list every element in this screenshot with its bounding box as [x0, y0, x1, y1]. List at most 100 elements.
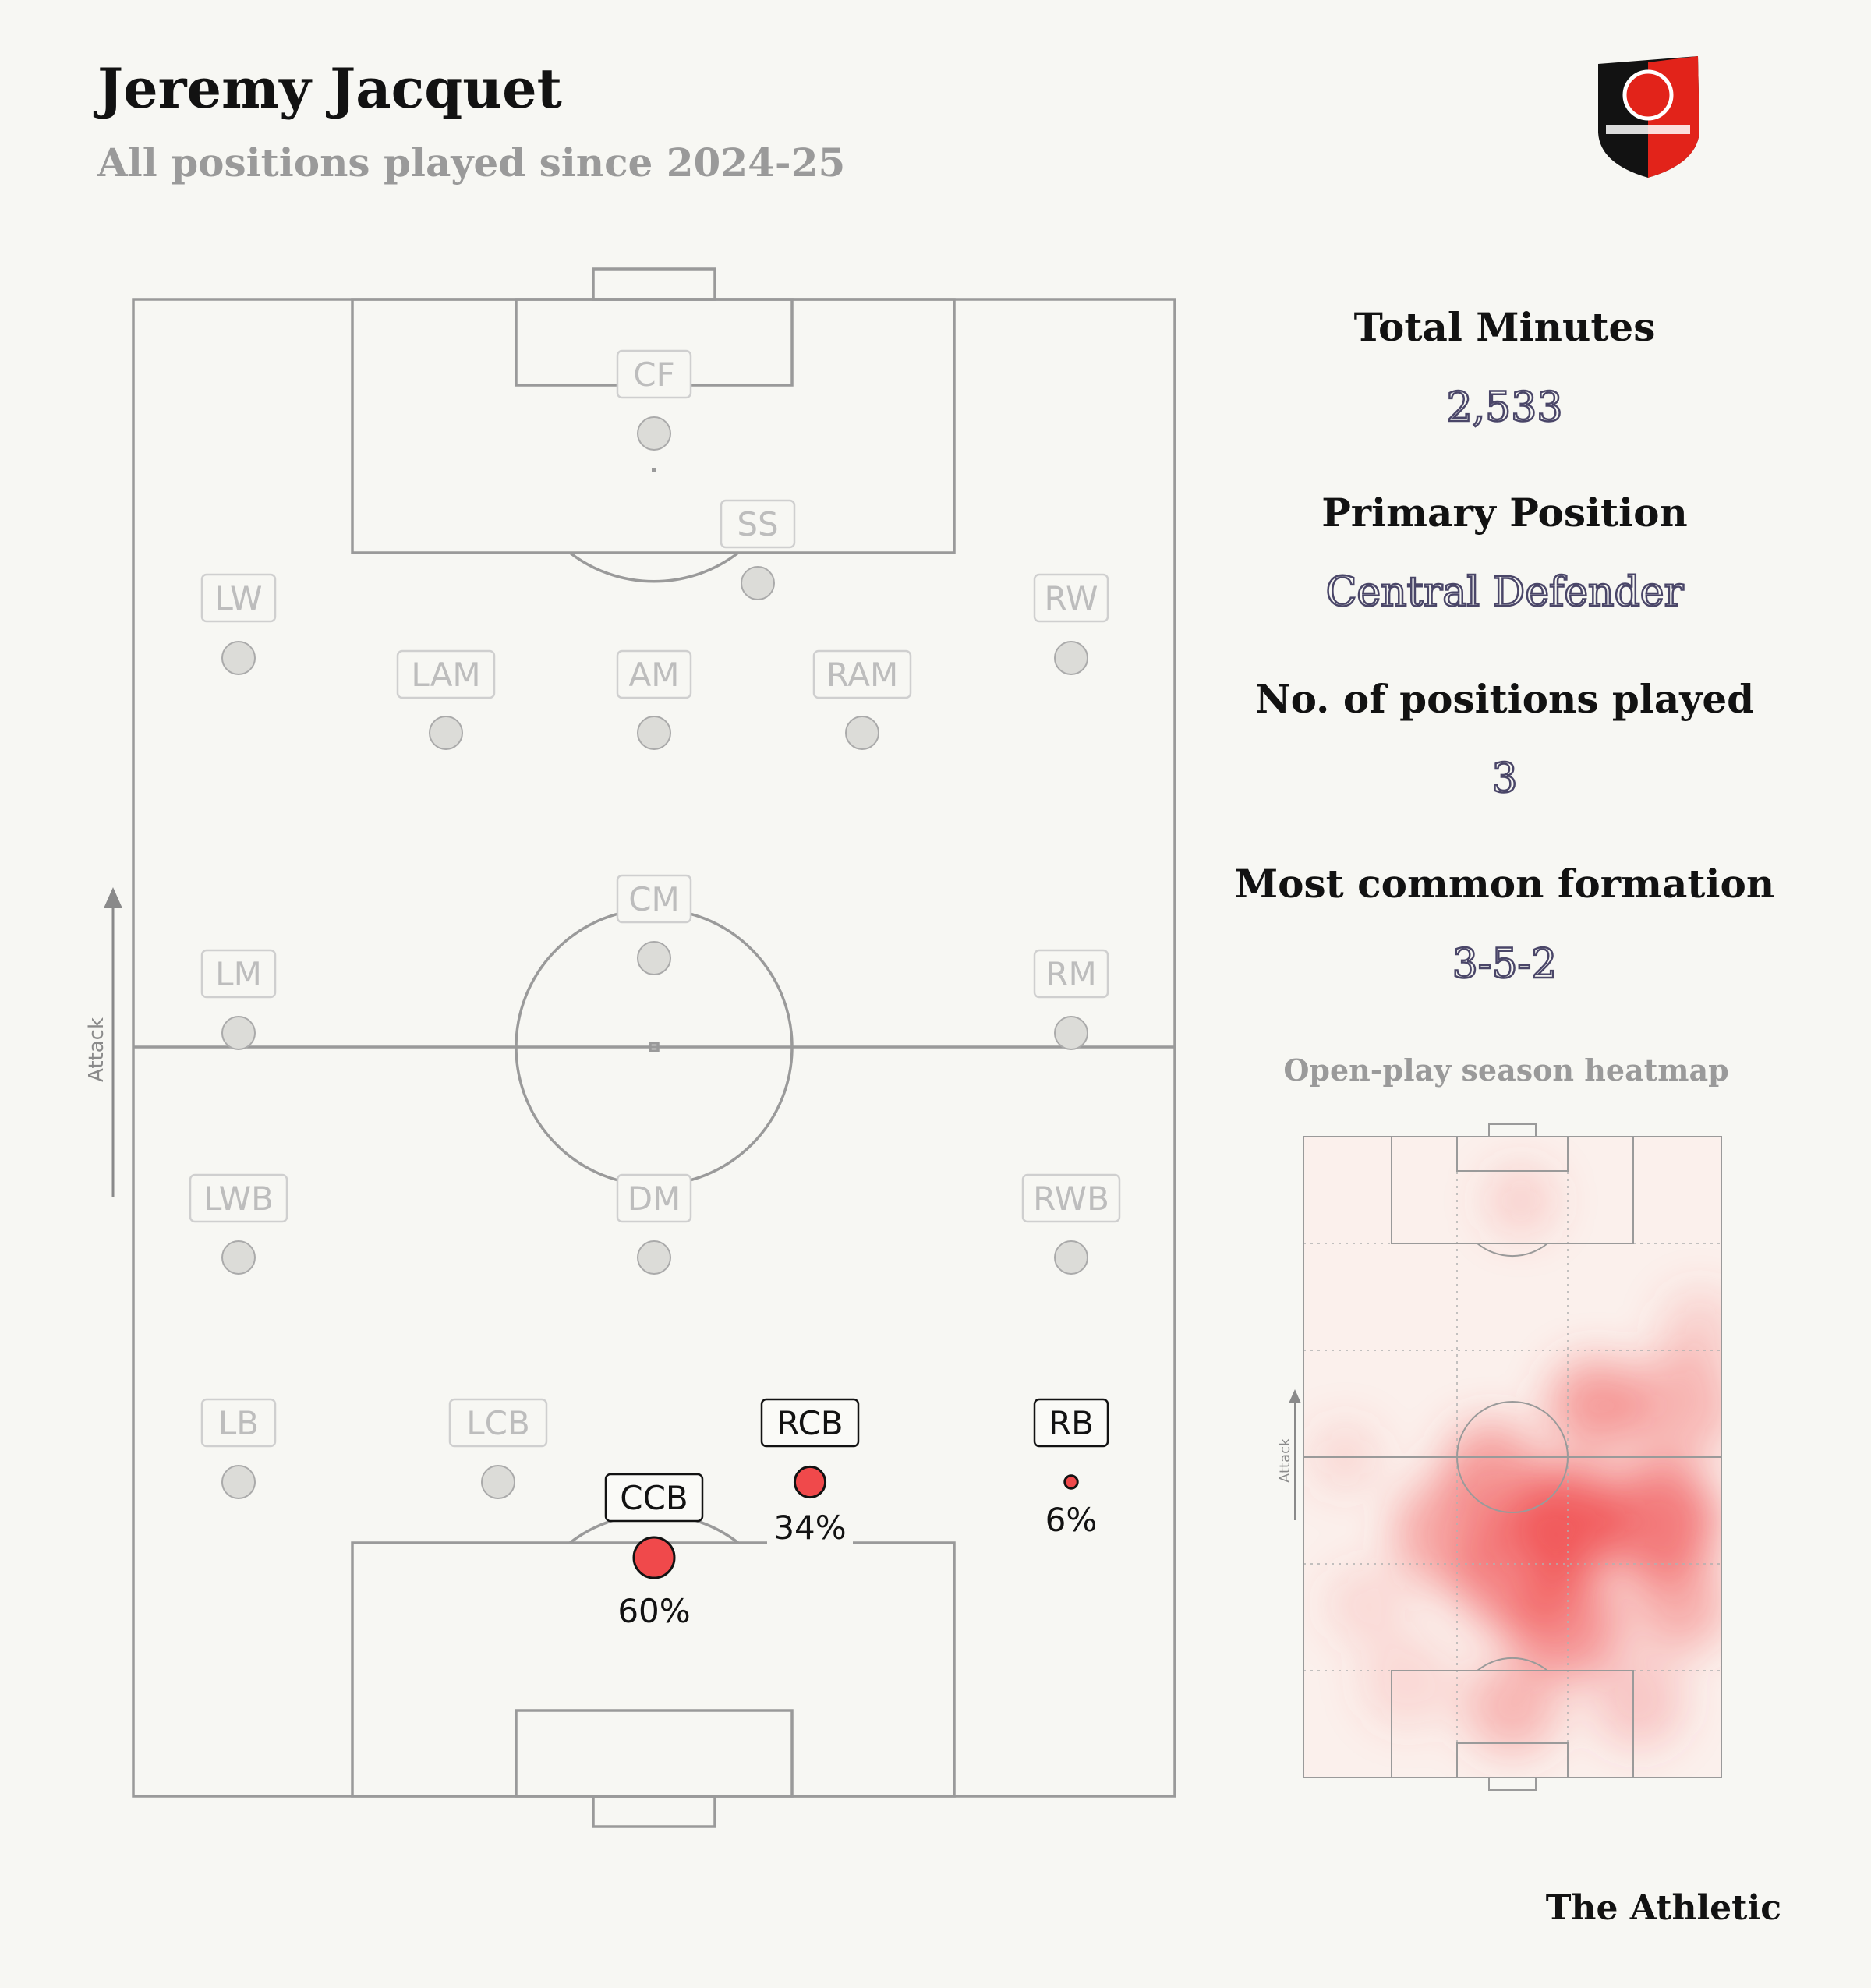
position-label-box: [616, 1173, 692, 1223]
position-dot: [221, 641, 256, 675]
position-label: CM: [628, 880, 680, 918]
position-label: LWB: [203, 1180, 274, 1218]
position-dot: [637, 941, 671, 975]
position-label-box: [200, 573, 277, 623]
position-cf: CF: [616, 349, 692, 451]
heatmap-blob: [1466, 1660, 1559, 1754]
position-label: RAM: [826, 656, 898, 694]
position-dot: [1054, 641, 1088, 675]
position-label: SS: [737, 505, 778, 543]
position-lw: LW: [200, 573, 277, 675]
positions-count-label: No. of positions played: [1255, 676, 1754, 722]
position-dot: [1054, 1240, 1088, 1275]
position-dot: [741, 566, 775, 600]
position-dot: [221, 1240, 256, 1275]
position-lwb: LWB: [189, 1173, 288, 1275]
position-ccb: CCB 60%: [604, 1473, 704, 1630]
position-lcb: LCB: [448, 1398, 548, 1499]
position-label-box: [200, 949, 277, 999]
club-crest-icon: [1598, 56, 1699, 178]
position-label-box: [200, 1398, 277, 1448]
position-rb: RB 6%: [1033, 1398, 1109, 1539]
position-cm: CM: [616, 874, 692, 975]
heatmap-blob: [1327, 1565, 1406, 1644]
heatmap-blob: [1632, 1558, 1721, 1652]
position-label-box: [189, 1173, 288, 1223]
position-label-box: [720, 499, 796, 549]
heatmap: Attack: [1277, 1123, 1722, 1791]
position-percentage: 34%: [773, 1509, 846, 1547]
heatmap-blob: [1512, 1569, 1622, 1678]
position-label-box: [396, 649, 496, 699]
position-lam: LAM: [396, 649, 496, 750]
position-dot: [221, 1465, 256, 1499]
formation-label: Most common formation: [1235, 861, 1774, 907]
position-dot: [429, 716, 463, 750]
position-label-box: [1033, 1398, 1109, 1448]
position-dot: [1054, 1016, 1088, 1050]
position-label-box: [760, 1398, 860, 1448]
page-subtitle: All positions played since 2024-25: [97, 140, 845, 186]
position-label: RW: [1044, 579, 1098, 617]
position-label-box: [604, 1473, 704, 1523]
position-ram: RAM: [812, 649, 912, 750]
position-lm: LM: [200, 949, 277, 1050]
primary-position-value: Central Defender: [1326, 569, 1684, 616]
position-label: RCB: [776, 1404, 843, 1442]
position-label: LW: [214, 579, 262, 617]
position-label: LB: [218, 1404, 259, 1442]
position-label: RM: [1045, 955, 1096, 993]
position-dot: [637, 1240, 671, 1275]
position-dot: [793, 1465, 827, 1499]
heatmap-title: Open-play season heatmap: [1283, 1052, 1728, 1088]
position-label: CCB: [620, 1479, 688, 1517]
position-dot: [637, 716, 671, 750]
position-dot: [632, 1536, 676, 1579]
position-label-box: [1033, 573, 1109, 623]
position-label: LAM: [411, 656, 480, 694]
position-dot: [637, 416, 671, 451]
position-label: RB: [1049, 1404, 1094, 1442]
position-label: RWB: [1033, 1180, 1109, 1218]
position-ss: SS: [720, 499, 796, 600]
heatmap-attack-label: Attack: [1277, 1438, 1293, 1483]
total-minutes-value: 2,533: [1447, 384, 1563, 431]
position-dot: [481, 1465, 515, 1499]
heatmap-blob: [1361, 1634, 1455, 1728]
heatmap-blob: [1549, 1359, 1643, 1453]
position-label: LM: [215, 955, 262, 993]
position-label-box: [812, 649, 912, 699]
heatmap-blob: [1661, 1289, 1721, 1368]
position-dot: [1063, 1474, 1079, 1490]
position-percentage: 6%: [1045, 1501, 1098, 1539]
positions-count-value: 3: [1491, 755, 1517, 802]
position-rw: RW: [1033, 573, 1109, 675]
total-minutes-label: Total Minutes: [1354, 304, 1656, 350]
position-label: CF: [633, 356, 674, 394]
position-rm: RM: [1033, 949, 1109, 1050]
position-label: DM: [628, 1180, 681, 1218]
position-label-box: [616, 349, 692, 399]
page-title: Jeremy Jacquet: [93, 56, 562, 121]
position-label-box: [1033, 949, 1109, 999]
heatmap-blob: [1600, 1463, 1717, 1580]
attack-label: Attack: [85, 1017, 108, 1082]
position-dot: [845, 716, 879, 750]
position-am: AM: [616, 649, 692, 750]
position-label-box: [1021, 1173, 1121, 1223]
position-rcb: RCB 34%: [760, 1398, 860, 1548]
position-dot: [221, 1016, 256, 1050]
position-percentage: 60%: [617, 1592, 690, 1630]
formation-value: 3-5-2: [1452, 941, 1557, 988]
position-label-box: [616, 874, 692, 924]
brand-logo: The Athletic: [1546, 1888, 1781, 1928]
heatmap-blob: [1625, 1351, 1721, 1461]
heatmap-blob: [1590, 1654, 1685, 1748]
position-lb: LB: [200, 1398, 277, 1499]
primary-position-label: Primary Position: [1321, 490, 1688, 536]
position-dm: DM: [616, 1173, 692, 1275]
position-label-box: [448, 1398, 548, 1448]
heatmap-blob: [1485, 1166, 1556, 1236]
position-label: LCB: [466, 1404, 530, 1442]
positions-layer: CF SS LW RW LAM AM RAM CM LM RM LWB DM RWB LB LCB RCB 34…: [189, 349, 1121, 1630]
